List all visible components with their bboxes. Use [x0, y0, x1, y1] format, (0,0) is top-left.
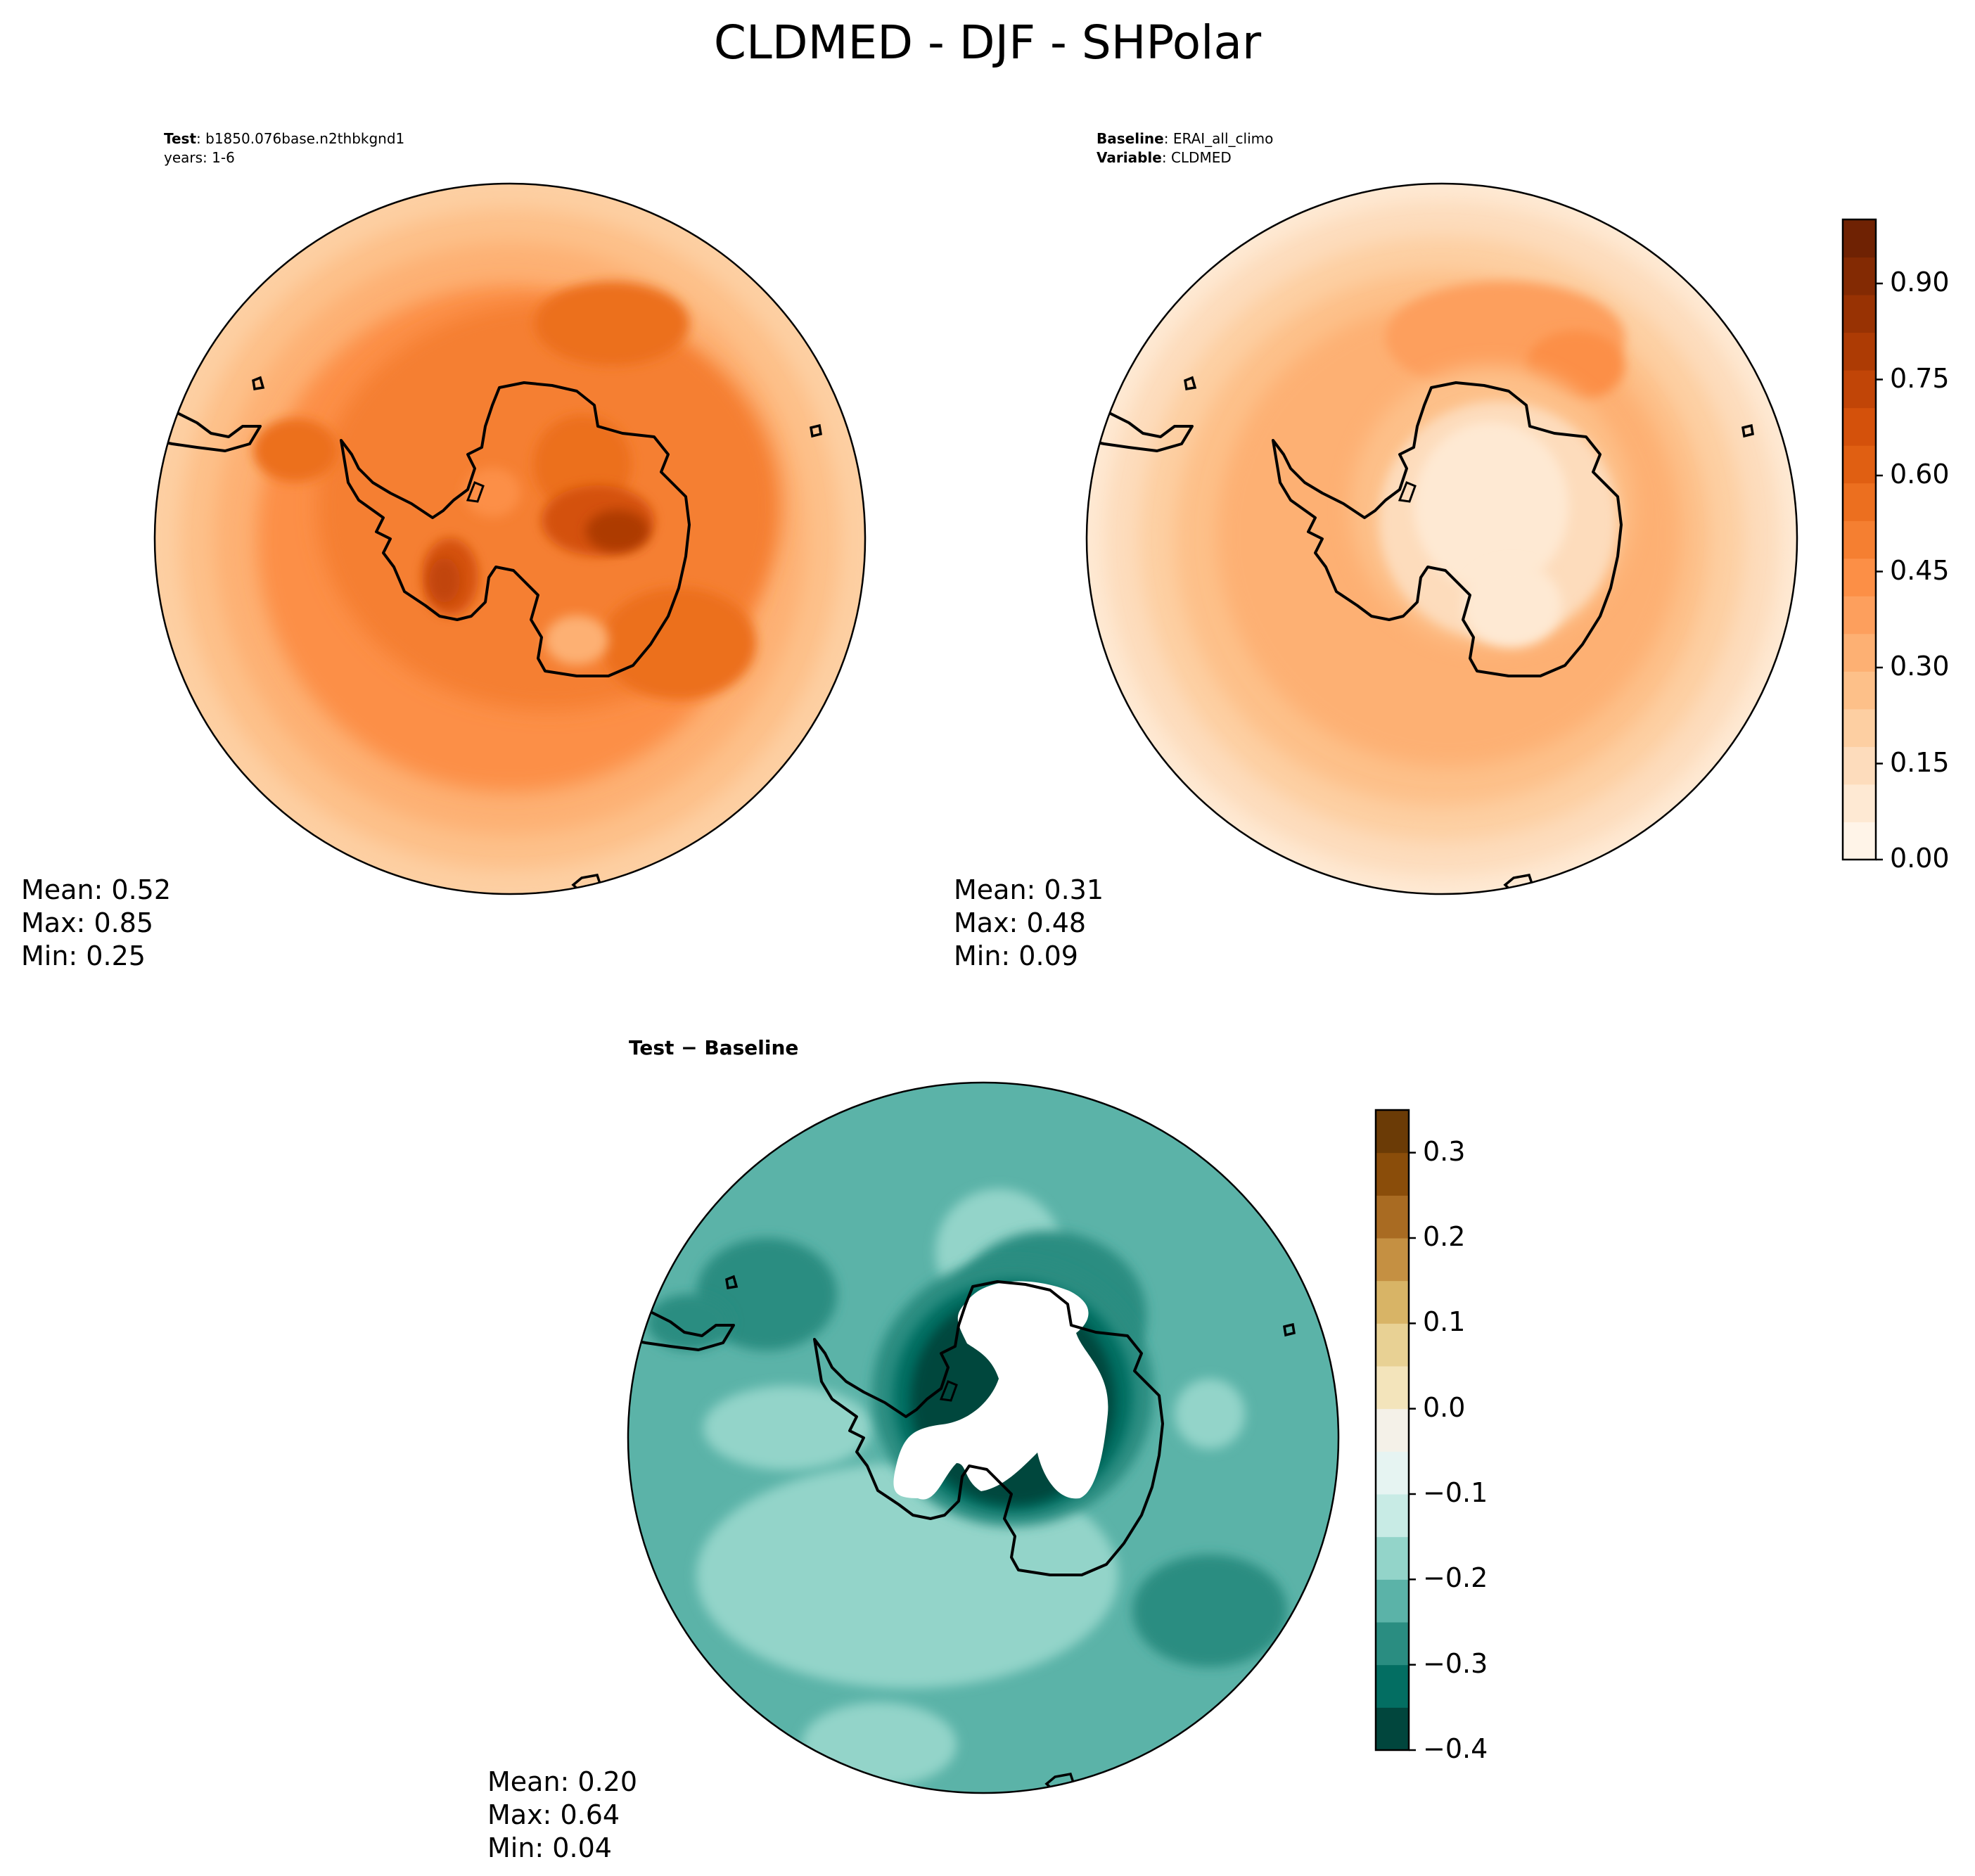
figure-title: CLDMED - DJF - SHPolar [713, 15, 1262, 70]
baseline-case-name: ERAI_all_climo [1172, 130, 1274, 147]
diff-colorbar-tick-label: −0.1 [1423, 1477, 1488, 1508]
test-years: years: 1-6 [164, 149, 235, 166]
diff-colorbar-tick-label: 0.1 [1423, 1306, 1466, 1338]
main-colorbar-tick-label: 0.00 [1890, 843, 1950, 874]
diff-map-border [627, 1081, 1340, 1794]
main-colorbar-segment [1843, 671, 1876, 710]
test-map-border [153, 182, 867, 895]
main-colorbar-segment [1843, 521, 1876, 559]
diff-colorbar-segment [1376, 1280, 1409, 1324]
diff-colorbar-segment [1376, 1238, 1409, 1282]
baseline-max: Max: 0.48 [954, 907, 1087, 938]
main-colorbar-tick-label: 0.75 [1890, 362, 1950, 394]
diff-colorbar-segment [1376, 1451, 1409, 1495]
main-colorbar-segment [1843, 332, 1876, 371]
main-colorbar-segment [1843, 596, 1876, 634]
baseline-stats: Mean: 0.31 Max: 0.48 Min: 0.09 [954, 874, 1104, 973]
main-colorbar-segment [1843, 407, 1876, 446]
main-colorbar-segment [1843, 370, 1876, 409]
test-case-name: b1850.076base.n2thbkgnd1 [205, 130, 405, 147]
baseline-label: Baseline [1097, 130, 1164, 147]
diff-colorbar-segment [1376, 1110, 1409, 1154]
variable-label-sep: : [1161, 149, 1171, 166]
diff-colorbar-frame [1374, 1109, 1410, 1751]
main-colorbar-tick-label: 0.30 [1890, 651, 1950, 682]
main-colorbar-segment [1843, 784, 1876, 822]
diff-colorbar-tick-label: −0.2 [1423, 1562, 1488, 1594]
diff-colorbar-tick-label: −0.3 [1423, 1647, 1488, 1679]
diff-colorbar-segment [1376, 1323, 1409, 1367]
diff-colorbar-tick-label: −0.4 [1423, 1733, 1488, 1764]
main-colorbar-tick-label: 0.90 [1890, 267, 1950, 298]
baseline-map-border [1085, 182, 1798, 895]
main-colorbar-segment [1843, 219, 1876, 258]
diff-colorbar-tick-label: 0.0 [1423, 1391, 1466, 1423]
diff-colorbar-segment [1376, 1366, 1409, 1410]
test-min: Min: 0.25 [21, 940, 146, 971]
main-colorbar-segment [1843, 746, 1876, 785]
diff-colorbar-segment [1376, 1622, 1409, 1666]
diff-colorbar-tick-label: 0.2 [1423, 1221, 1466, 1252]
test-header: Test: b1850.076base.n2thbkgnd1 years: 1-… [164, 129, 404, 167]
test-label-sep: : [196, 130, 206, 147]
diff-max: Max: 0.64 [487, 1799, 620, 1830]
main-colorbar-segment [1843, 483, 1876, 521]
main-colorbar-segment [1843, 822, 1876, 860]
diff-colorbar [1376, 1110, 1416, 1751]
diff-colorbar-segment [1376, 1579, 1409, 1623]
main-colorbar-segment [1843, 295, 1876, 333]
diff-stats: Mean: 0.20 Max: 0.64 Min: 0.04 [487, 1766, 637, 1865]
test-map [155, 184, 865, 894]
variable-label: Variable [1097, 149, 1162, 166]
diff-colorbar-segment [1376, 1195, 1409, 1239]
diff-map [628, 1083, 1338, 1793]
main-colorbar [1843, 219, 1883, 861]
baseline-header: Baseline: ERAI_all_climo Variable: CLDME… [1097, 129, 1273, 167]
main-colorbar-tick-label: 0.60 [1890, 459, 1950, 490]
main-colorbar-segment [1843, 257, 1876, 295]
diff-colorbar-tick-label: 0.3 [1423, 1135, 1466, 1167]
main-colorbar-frame [1841, 218, 1877, 861]
main-colorbar-tick-label: 0.45 [1890, 554, 1950, 586]
variable-name: CLDMED [1170, 149, 1232, 166]
test-label: Test [164, 130, 197, 147]
diff-colorbar-segment [1376, 1494, 1409, 1538]
test-max: Max: 0.85 [21, 907, 154, 938]
diff-colorbar-segment [1376, 1707, 1409, 1751]
baseline-min: Min: 0.09 [954, 940, 1078, 971]
diff-colorbar-segment [1376, 1536, 1409, 1580]
diff-colorbar-segment [1376, 1152, 1409, 1196]
diff-mean: Mean: 0.20 [487, 1766, 638, 1797]
baseline-map [1087, 184, 1797, 894]
main-colorbar-segment [1843, 633, 1876, 672]
diff-min: Min: 0.04 [487, 1832, 612, 1863]
diff-colorbar-segment [1376, 1664, 1409, 1708]
main-colorbar-segment [1843, 708, 1876, 747]
test-mean: Mean: 0.52 [21, 874, 172, 905]
baseline-mean: Mean: 0.31 [954, 874, 1104, 905]
diff-colorbar-segment [1376, 1408, 1409, 1452]
main-colorbar-segment [1843, 445, 1876, 484]
baseline-label-sep: : [1163, 130, 1173, 147]
main-colorbar-segment [1843, 558, 1876, 596]
diff-title: Test − Baseline [629, 1036, 799, 1059]
test-stats: Mean: 0.52 Max: 0.85 Min: 0.25 [21, 874, 171, 973]
main-colorbar-tick-label: 0.15 [1890, 746, 1950, 778]
